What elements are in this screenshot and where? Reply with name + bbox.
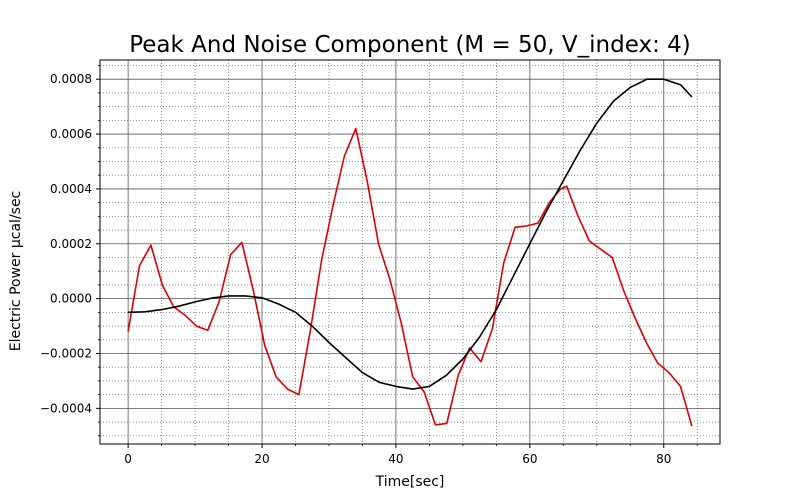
y-tick-label: 0.0008: [50, 72, 92, 86]
y-tick-label: 0.0002: [50, 237, 92, 251]
x-tick-label: 0: [124, 452, 132, 466]
axes: 0 20 40 60 80 −0.0004 −0.0002 0.0000 0.0002 0.000…: [40, 65, 698, 466]
chart-title: Peak And Noise Component (M = 50, V_inde…: [129, 32, 691, 58]
peak-series-line: [128, 78, 693, 390]
x-tick-label: 60: [522, 452, 537, 466]
noise-series-line: [127, 127, 693, 427]
y-tick-label: 0.0006: [50, 127, 92, 141]
y-tick-label: 0.0000: [50, 292, 92, 306]
x-tick-label: 20: [254, 452, 269, 466]
y-tick-label: −0.0002: [40, 346, 92, 360]
x-tick-label: 40: [388, 452, 403, 466]
y-tick-label: 0.0004: [50, 182, 92, 196]
x-tick-label: 80: [656, 452, 671, 466]
grid: [100, 60, 720, 444]
series-layer: [127, 78, 693, 427]
plot-frame: [99, 59, 721, 445]
y-tick-label: −0.0004: [40, 401, 92, 415]
x-axis-title: Time[sec]: [375, 474, 445, 490]
y-axis-title: Electric Power µcal/sec: [8, 191, 24, 352]
